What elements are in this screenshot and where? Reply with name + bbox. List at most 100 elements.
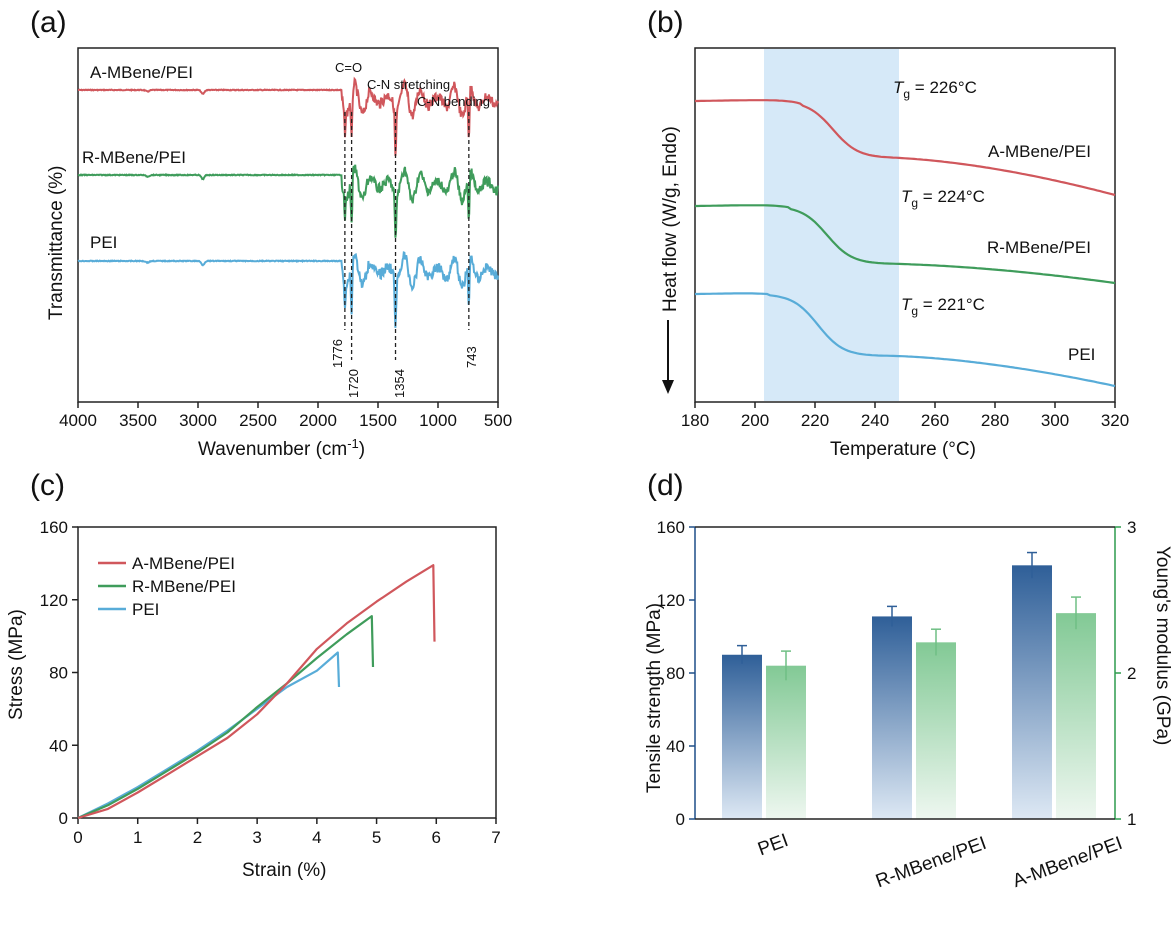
panel-d-ticks: 0 40 80 120 160 1 2 3 <box>657 518 1137 829</box>
y-tick-label: 80 <box>666 664 685 683</box>
panel-d-label: (d) <box>647 469 684 502</box>
tg-region-shade <box>764 49 899 401</box>
panel-b-x-ticks: 180 200 220 240 260 280 300 320 <box>681 402 1129 430</box>
x-tick-label: 3000 <box>179 411 217 430</box>
panel-c-series <box>77 564 436 820</box>
category-label-pei: PEI <box>755 830 791 860</box>
peak-label-1354: 1354 <box>392 369 407 398</box>
annotation-c-o: C=O <box>335 60 362 75</box>
dsc-line-2 <box>695 292 1116 388</box>
stress-strain-line <box>77 614 375 820</box>
bar-youngs-modulus <box>916 642 956 819</box>
stress-strain-line <box>77 564 436 820</box>
x-tick-label: 5 <box>372 828 381 847</box>
x-tick-label: 2 <box>193 828 202 847</box>
y-tick-label: 80 <box>49 664 68 683</box>
x-tick-label: 0 <box>73 828 82 847</box>
y-tick-label: 40 <box>49 736 68 755</box>
y-tick-label: 0 <box>676 810 685 829</box>
peak-label-1720: 1720 <box>346 369 361 398</box>
panel-d: (d) 0 40 80 120 160 1 2 3 Tensile strength (MPa… <box>644 469 1173 892</box>
y-tick-label: 120 <box>657 591 685 610</box>
x-tick-label: 320 <box>1101 411 1129 430</box>
y2-tick-label: 3 <box>1127 518 1136 537</box>
category-label-r-mbene: R-MBene/PEI <box>873 833 989 892</box>
x-tick-label: 3 <box>252 828 261 847</box>
x-tick-label: 4 <box>312 828 321 847</box>
bar-youngs-modulus <box>1056 613 1096 819</box>
panel-b-y-label: Heat flow (W/g, Endo) <box>660 126 681 312</box>
tg-label-a-mbene: Tg = 226°C <box>893 78 977 101</box>
panel-a-peak-lines <box>344 112 470 360</box>
panel-b: (b) 180 200 220 240 260 280 300 320 Temperature… <box>647 6 1129 460</box>
bar-tensile-strength <box>872 616 912 819</box>
panel-d-y-label: Tensile strength (MPa) <box>644 603 665 793</box>
dsc-line-0 <box>695 99 1116 197</box>
y-tick-label: 160 <box>657 518 685 537</box>
ftir-line-1 <box>77 164 499 238</box>
x-tick-label: 7 <box>491 828 500 847</box>
peak-label-743: 743 <box>464 346 479 368</box>
x-tick-label: 1 <box>133 828 142 847</box>
panel-b-frame <box>694 47 1116 403</box>
x-tick-label: 220 <box>801 411 829 430</box>
legend-label-r-mbene: R-MBene/PEI <box>132 577 236 596</box>
tg-label-r-mbene: Tg = 224°C <box>901 187 985 210</box>
panel-b-series <box>695 99 1116 388</box>
panel-a-series <box>77 76 499 328</box>
panel-c: (c) 0 1 2 3 4 5 6 7 0 40 80 120 160 A-MBene/PEI R-MB… <box>6 469 501 881</box>
panel-c-y-label: Stress (MPa) <box>6 609 27 720</box>
panel-a-label-pei: PEI <box>90 233 117 252</box>
panel-b-label: (b) <box>647 6 684 39</box>
x-tick-label: 3500 <box>119 411 157 430</box>
y-tick-label: 160 <box>40 518 68 537</box>
y-tick-label: 0 <box>59 809 68 828</box>
panel-d-bars <box>722 551 1096 819</box>
x-tick-label: 260 <box>921 411 949 430</box>
annotation-c-n-stretching: C-N stretching <box>367 77 450 92</box>
x-tick-label: 280 <box>981 411 1009 430</box>
x-tick-label: 1000 <box>419 411 457 430</box>
bar-tensile-strength <box>1012 565 1052 819</box>
panel-c-ticks: 0 1 2 3 4 5 6 7 0 40 80 120 160 <box>40 518 501 847</box>
panel-a-label-r-mbene: R-MBene/PEI <box>82 148 186 167</box>
down-arrow-icon <box>662 320 674 394</box>
legend-label-pei: PEI <box>132 600 159 619</box>
dsc-line-1 <box>695 204 1116 285</box>
x-tick-label: 240 <box>861 411 889 430</box>
y-tick-label: 40 <box>666 737 685 756</box>
annotation-c-n-bending: C-N bending <box>417 94 490 109</box>
ftir-line-0 <box>78 76 499 157</box>
ftir-line-2 <box>77 251 499 328</box>
x-tick-label: 2500 <box>239 411 277 430</box>
x-tick-label: 6 <box>432 828 441 847</box>
x-tick-label: 2000 <box>299 411 337 430</box>
panel-a-frame <box>77 47 499 403</box>
panel-c-x-label: Strain (%) <box>242 860 326 881</box>
panel-b-x-label: Temperature (°C) <box>830 439 976 460</box>
y2-tick-label: 2 <box>1127 664 1136 683</box>
x-tick-label: 1500 <box>359 411 397 430</box>
y2-tick-label: 1 <box>1127 810 1136 829</box>
x-tick-label: 200 <box>741 411 769 430</box>
panel-b-label-pei: PEI <box>1068 345 1095 364</box>
category-label-a-mbene: A-MBene/PEI <box>1010 833 1125 892</box>
panel-a-x-label: Wavenumber (cm-1) <box>198 436 365 460</box>
panel-a-label: (a) <box>30 6 67 39</box>
panel-c-label: (c) <box>30 469 65 502</box>
x-tick-label: 500 <box>484 411 512 430</box>
panel-a-y-label: Transmittance (%) <box>46 166 67 321</box>
bar-youngs-modulus <box>766 665 806 819</box>
panel-d-y2-label: Young's modulus (GPa) <box>1152 546 1173 745</box>
panel-a: (a) 4000 3500 3000 2500 2000 1500 1000 500 Wave… <box>30 6 512 460</box>
panel-b-label-r-mbene: R-MBene/PEI <box>987 238 1091 257</box>
peak-label-1776: 1776 <box>330 339 345 368</box>
legend-label-a-mbene: A-MBene/PEI <box>132 554 235 573</box>
stress-strain-line <box>77 651 341 819</box>
panel-a-x-ticks: 4000 3500 3000 2500 2000 1500 1000 500 <box>59 402 512 430</box>
panel-b-label-a-mbene: A-MBene/PEI <box>988 142 1091 161</box>
tg-label-pei: Tg = 221°C <box>901 295 985 318</box>
panel-a-label-a-mbene: A-MBene/PEI <box>90 63 193 82</box>
y-tick-label: 120 <box>40 591 68 610</box>
